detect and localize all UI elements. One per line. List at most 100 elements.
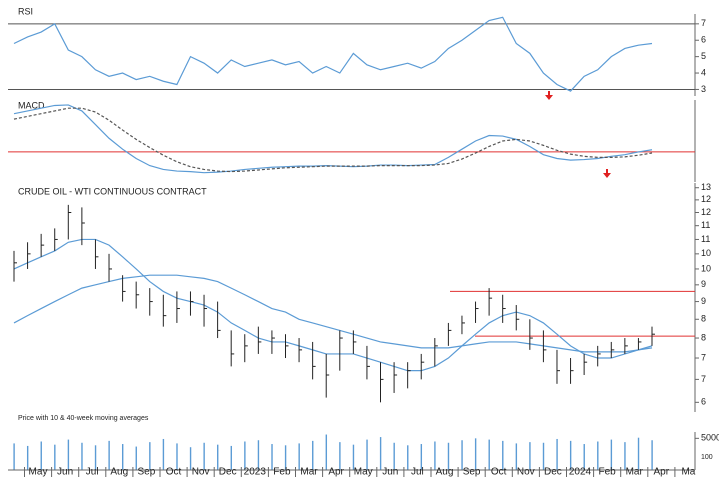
panel-title: CRUDE OIL - WTI CONTINUOUS CONTRACT bbox=[18, 186, 207, 196]
volume-bar bbox=[461, 440, 463, 470]
volume-bar bbox=[393, 442, 395, 470]
x-tick-label: Jun bbox=[382, 467, 398, 477]
volume-bar bbox=[651, 440, 653, 470]
volume-bar bbox=[121, 444, 124, 470]
volume-bar bbox=[366, 439, 368, 470]
volume-bar bbox=[13, 443, 15, 470]
x-tick-label: 2023 bbox=[244, 467, 267, 477]
volume-bar bbox=[54, 444, 56, 470]
line-series bbox=[13, 107, 653, 173]
y-tick-label: 4 bbox=[701, 67, 706, 77]
line-series bbox=[13, 238, 653, 372]
panel-title: MACD bbox=[18, 100, 45, 110]
volume-bar bbox=[556, 438, 558, 470]
x-tick-label: Sep bbox=[138, 467, 156, 477]
volume-bar bbox=[474, 438, 477, 470]
x-tick-label: Jun bbox=[57, 467, 73, 477]
volume-bar bbox=[407, 445, 409, 470]
volume-bar bbox=[298, 443, 300, 470]
x-tick-label: Aug bbox=[436, 467, 454, 477]
x-tick-label: Feb bbox=[598, 467, 616, 477]
volume-bar bbox=[67, 439, 70, 470]
x-tick-label: May bbox=[354, 467, 373, 477]
x-tick-label: Sep bbox=[463, 467, 481, 477]
volume-bar bbox=[162, 438, 165, 470]
x-tick-label: Dec bbox=[219, 467, 237, 477]
volume-bar bbox=[108, 440, 110, 470]
y-tick-label: 6 bbox=[701, 35, 706, 45]
volume-bar bbox=[312, 440, 314, 470]
x-tick-label: Apr bbox=[328, 467, 344, 477]
x-tick-label: Ma bbox=[681, 467, 695, 477]
volume-bar bbox=[447, 442, 450, 470]
y-tick-label: 8 bbox=[701, 332, 706, 342]
line-series bbox=[13, 274, 653, 353]
x-tick-label: Oct bbox=[166, 467, 182, 477]
volume-bar bbox=[94, 445, 97, 470]
x-tick-label: Mar bbox=[626, 467, 644, 477]
volume-bar bbox=[352, 444, 355, 470]
x-tick-label: 2024 bbox=[569, 467, 592, 477]
y-tick-label: 7 bbox=[701, 18, 706, 28]
y-tick-label: 7 bbox=[701, 352, 706, 362]
y-tick-label: 5 bbox=[701, 51, 706, 61]
volume-bar bbox=[244, 441, 246, 470]
panel-title: RSI bbox=[18, 6, 33, 16]
y-tick-label: 11 bbox=[701, 234, 710, 244]
volume-bar bbox=[610, 439, 613, 470]
macd-arrow bbox=[603, 169, 611, 178]
y-tick-label: 10 bbox=[701, 263, 711, 273]
volume-bar bbox=[597, 441, 599, 470]
line-series bbox=[13, 104, 653, 174]
volume-bar bbox=[257, 440, 260, 470]
y-tick-label: 3 bbox=[701, 84, 706, 94]
volume-bar bbox=[176, 443, 178, 470]
volume-bar bbox=[488, 439, 490, 470]
volume-bar bbox=[284, 445, 287, 470]
x-tick-label: Feb bbox=[273, 467, 291, 477]
y-tick-label: 7 bbox=[701, 374, 706, 384]
volume-bar bbox=[26, 445, 29, 470]
volume-bar bbox=[271, 444, 273, 470]
y-tick-label: 12 bbox=[701, 194, 711, 204]
volume-bar bbox=[434, 441, 436, 470]
y-tick-label: 12 bbox=[701, 207, 711, 217]
volume-bar bbox=[325, 434, 328, 470]
volume-bar bbox=[339, 442, 341, 470]
volume-bar bbox=[502, 440, 504, 470]
line-series bbox=[13, 16, 653, 92]
y-tick-label: 11 bbox=[701, 220, 710, 230]
volume-bar bbox=[624, 442, 626, 470]
volume-bar bbox=[379, 437, 382, 470]
volume-bar bbox=[203, 442, 205, 470]
volume-bar bbox=[135, 446, 137, 470]
unit-label: 100 bbox=[701, 454, 713, 461]
y-tick-label: 6 bbox=[701, 397, 706, 407]
y-tick-label: 8 bbox=[701, 314, 706, 324]
volume-bar bbox=[230, 445, 232, 470]
volume-bar bbox=[217, 444, 219, 470]
x-tick-label: Nov bbox=[192, 467, 210, 477]
x-tick-label: Mar bbox=[300, 467, 318, 477]
y-tick-label: 9 bbox=[701, 279, 706, 289]
x-tick-label: Apr bbox=[654, 467, 670, 477]
volume-bar bbox=[542, 442, 545, 470]
volume-bar bbox=[40, 441, 42, 470]
volume-bar bbox=[189, 447, 192, 470]
rsi-arrow bbox=[545, 91, 553, 100]
y-tick-label: 5000 bbox=[701, 433, 719, 443]
x-tick-label: Dec bbox=[544, 467, 562, 477]
y-tick-label: 13 bbox=[701, 182, 711, 192]
x-tick-label: Jul bbox=[86, 467, 99, 477]
volume-bar bbox=[81, 442, 83, 470]
x-tick-label: Jul bbox=[411, 467, 424, 477]
y-tick-label: 10 bbox=[701, 248, 711, 258]
note: Price with 10 & 40-week moving averages bbox=[18, 415, 149, 422]
volume-bar bbox=[583, 444, 585, 470]
x-tick-label: May bbox=[29, 467, 48, 477]
volume-bar bbox=[515, 443, 518, 470]
volume-bar bbox=[149, 442, 151, 470]
x-tick-label: Oct bbox=[491, 467, 507, 477]
x-tick-label: Aug bbox=[110, 467, 128, 477]
